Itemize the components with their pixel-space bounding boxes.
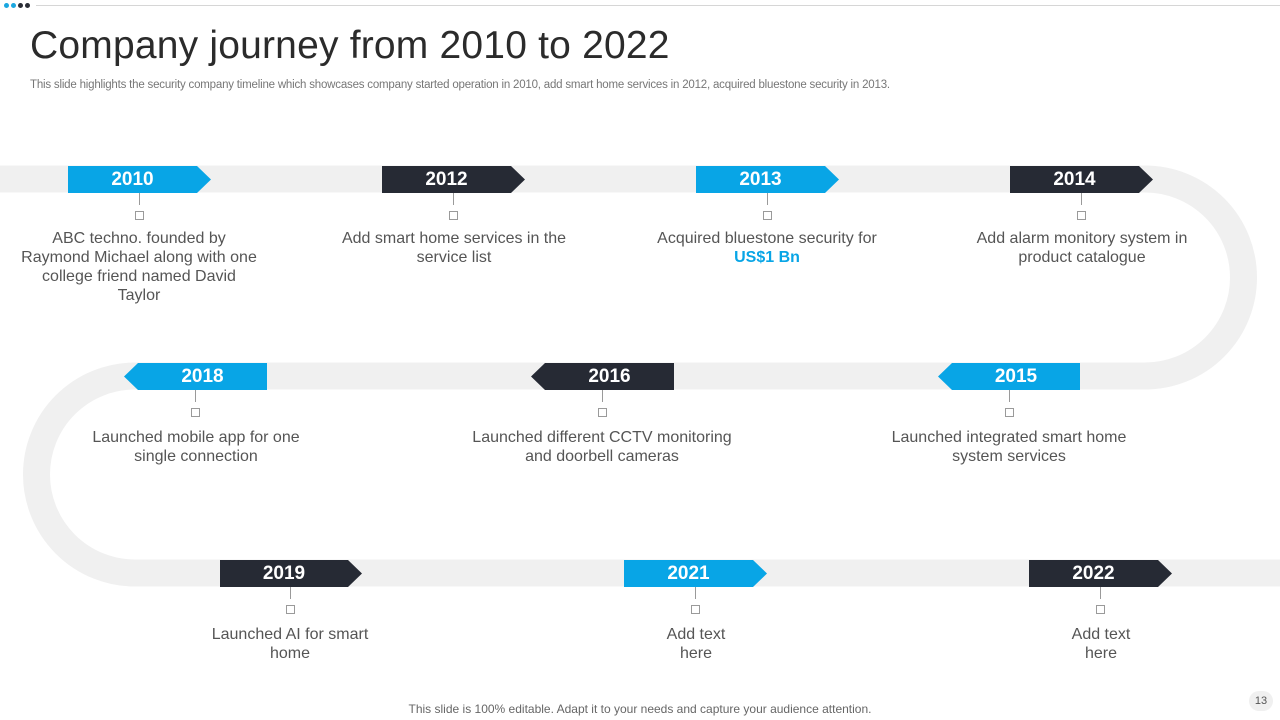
marker-square <box>286 605 295 614</box>
year-tag-2014: 2014 <box>1010 166 1153 193</box>
top-rule <box>36 5 1280 6</box>
marker-square <box>191 408 200 417</box>
page-subtitle: This slide highlights the security compa… <box>30 79 890 91</box>
marker-square <box>1096 605 1105 614</box>
connector <box>767 193 768 205</box>
milestone-text-2015: Launched integrated smart home system se… <box>891 429 1127 465</box>
marker-square <box>691 605 700 614</box>
milestone-text-2010: ABC techno. founded by Raymond Michael a… <box>21 230 257 304</box>
milestone-text-2019: Launched AI for smart home <box>211 626 369 662</box>
page-title: Company journey from 2010 to 2022 <box>30 24 670 67</box>
year-tag-2016: 2016 <box>531 363 674 390</box>
year-tag-2010: 2010 <box>68 166 211 193</box>
connector <box>1009 390 1010 402</box>
milestone-text-2014: Add alarm monitory system in product cat… <box>976 230 1188 266</box>
milestone-text-2022: Add text here <box>1071 626 1131 662</box>
connector <box>195 390 196 402</box>
marker-square <box>1077 211 1086 220</box>
dot-icon <box>11 3 16 8</box>
milestone-text-2012: Add smart home services in the service l… <box>341 230 567 266</box>
footer-note: This slide is 100% editable. Adapt it to… <box>408 702 872 716</box>
year-tag-2019: 2019 <box>220 560 362 587</box>
milestone-text-2021: Add text here <box>666 626 726 662</box>
dot-icon <box>25 3 30 8</box>
year-tag-2013: 2013 <box>696 166 839 193</box>
page-number: 13 <box>1249 691 1273 711</box>
marker-square <box>598 408 607 417</box>
year-tag-2015: 2015 <box>938 363 1080 390</box>
connector <box>1081 193 1082 205</box>
year-tag-2022: 2022 <box>1029 560 1172 587</box>
milestone-text-2016: Launched different CCTV monitoring and d… <box>472 429 732 465</box>
milestone-text-2018: Launched mobile app for one single conne… <box>92 429 300 465</box>
milestone-text-2013: Acquired bluestone security for US$1 Bn <box>647 229 887 267</box>
connector <box>695 587 696 599</box>
connector <box>1100 587 1101 599</box>
connector <box>290 587 291 599</box>
marker-square <box>449 211 458 220</box>
milestone-text-2013-main: Acquired bluestone security for <box>657 230 877 247</box>
dot-icon <box>4 3 9 8</box>
marker-square <box>1005 408 1014 417</box>
marker-square <box>763 211 772 220</box>
connector <box>139 193 140 205</box>
year-tag-2012: 2012 <box>382 166 525 193</box>
slide-dots <box>4 3 30 8</box>
dot-icon <box>18 3 23 8</box>
connector <box>453 193 454 205</box>
connector <box>602 390 603 402</box>
acquisition-value: US$1 Bn <box>734 249 800 266</box>
marker-square <box>135 211 144 220</box>
year-tag-2018: 2018 <box>124 363 267 390</box>
year-tag-2021: 2021 <box>624 560 767 587</box>
